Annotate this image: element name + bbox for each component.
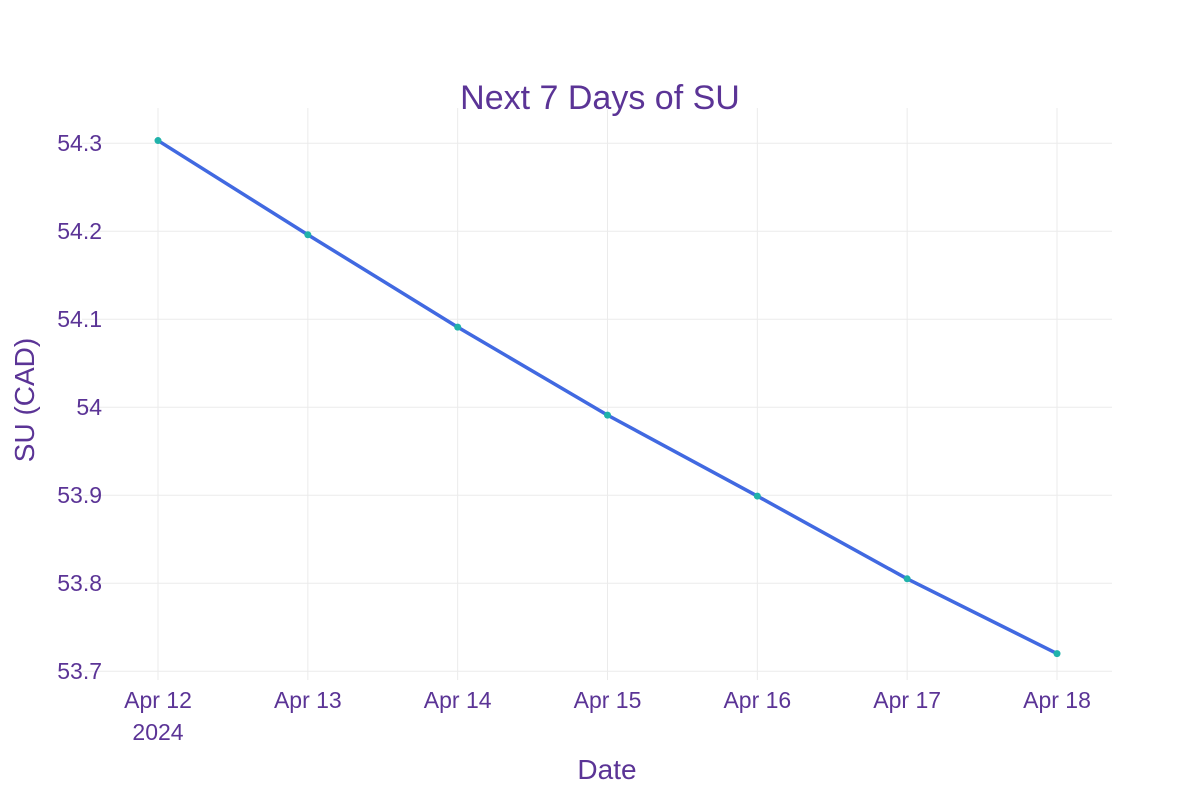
data-point[interactable]: [753, 492, 761, 500]
data-point[interactable]: [454, 323, 462, 331]
x-tick-label: Apr 18: [1023, 687, 1091, 713]
x-tick-label: Apr 17: [873, 687, 941, 713]
y-axis-title: SU (CAD): [9, 338, 40, 462]
data-point[interactable]: [1053, 650, 1061, 658]
y-tick-label: 54: [76, 394, 102, 420]
x-tick-label: Apr 13: [274, 687, 342, 713]
x-tick-label: Apr 15: [574, 687, 642, 713]
x-axis-ticks: Apr 12 Apr 13 Apr 14 Apr 15 Apr 16 Apr 17 Apr …: [124, 687, 1091, 745]
data-point[interactable]: [903, 575, 911, 583]
data-point[interactable]: [604, 411, 611, 419]
data-point[interactable]: [304, 231, 312, 239]
x-tick-year-label: 2024: [132, 719, 183, 745]
data-point[interactable]: [154, 137, 162, 145]
chart-title: Next 7 Days of SU: [460, 79, 740, 117]
y-axis-ticks: 53.7 53.8 53.9 54 54.1 54.2 54.3: [57, 130, 102, 684]
y-tick-label: 53.8: [57, 570, 102, 596]
y-tick-label: 54.2: [57, 218, 102, 244]
x-tick-label: Apr 16: [723, 687, 791, 713]
y-tick-label: 54.1: [57, 306, 102, 332]
x-tick-label: Apr 14: [424, 687, 492, 713]
x-tick-label: Apr 12: [124, 687, 192, 713]
y-tick-label: 53.7: [57, 658, 102, 684]
y-tick-label: 54.3: [57, 130, 102, 156]
x-axis-title: Date: [577, 754, 636, 785]
series-layer: [154, 137, 1061, 658]
y-tick-label: 53.9: [57, 482, 102, 508]
grid-lines: [82, 108, 1112, 680]
